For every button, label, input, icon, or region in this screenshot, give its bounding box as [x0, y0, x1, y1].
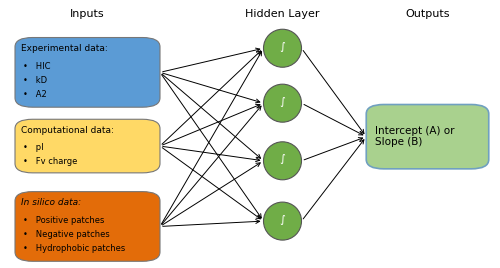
- Ellipse shape: [264, 29, 302, 67]
- Text: ∫: ∫: [280, 97, 285, 107]
- Text: •   pI: • pI: [24, 143, 44, 152]
- Text: Experimental data:: Experimental data:: [21, 44, 108, 53]
- Text: •   HIC: • HIC: [24, 62, 51, 71]
- Text: •   A2: • A2: [24, 90, 47, 99]
- Text: •   Fv charge: • Fv charge: [24, 157, 78, 166]
- Ellipse shape: [264, 202, 302, 240]
- Text: ∫: ∫: [280, 154, 285, 165]
- Text: •   Positive patches: • Positive patches: [24, 216, 105, 225]
- Text: Intercept (A) or
Slope (B): Intercept (A) or Slope (B): [375, 126, 455, 147]
- Text: Outputs: Outputs: [405, 9, 450, 19]
- Text: •   Negative patches: • Negative patches: [24, 230, 110, 239]
- Ellipse shape: [264, 84, 302, 122]
- Text: •   kD: • kD: [24, 76, 48, 85]
- Text: •   Hydrophobic patches: • Hydrophobic patches: [24, 244, 126, 253]
- Text: Computational data:: Computational data:: [21, 126, 114, 135]
- FancyBboxPatch shape: [15, 38, 160, 107]
- Text: Hidden Layer: Hidden Layer: [245, 9, 320, 19]
- FancyBboxPatch shape: [366, 105, 488, 169]
- Ellipse shape: [264, 142, 302, 180]
- Text: ∫: ∫: [280, 215, 285, 225]
- FancyBboxPatch shape: [15, 192, 160, 261]
- Text: Inputs: Inputs: [70, 9, 105, 19]
- Text: ∫: ∫: [280, 42, 285, 52]
- FancyBboxPatch shape: [15, 119, 160, 173]
- Text: In silico data:: In silico data:: [21, 198, 81, 207]
